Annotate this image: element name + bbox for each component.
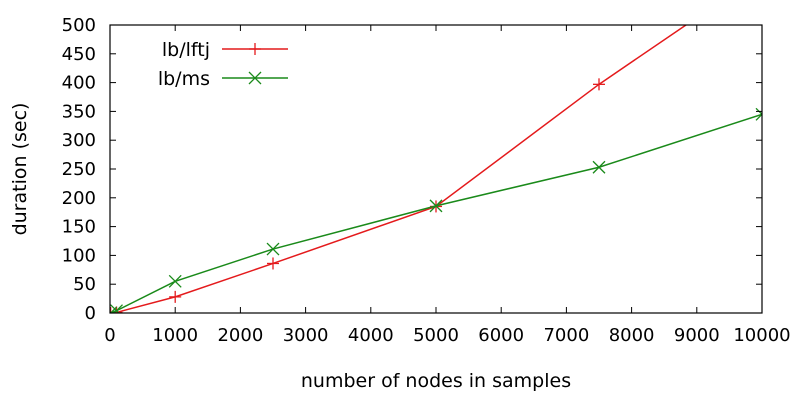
- x-tick-label: 10000: [733, 325, 790, 346]
- x-tick-label: 3000: [283, 325, 329, 346]
- y-axis-title: duration (sec): [9, 103, 31, 236]
- x-tick-label: 4000: [348, 325, 394, 346]
- y-tick-label: 50: [73, 274, 96, 295]
- y-tick-label: 400: [62, 73, 96, 94]
- legend-label: lb/ms: [158, 68, 210, 90]
- data-point: [110, 304, 123, 313]
- data-point: [755, 107, 762, 121]
- series-line-lb-ms: [110, 113, 762, 313]
- y-tick-label: 450: [62, 44, 96, 65]
- y-tick-label: 150: [62, 217, 96, 238]
- x-axis-title: number of nodes in samples: [301, 370, 571, 392]
- data-point: [168, 274, 182, 288]
- legend-marker: [249, 43, 261, 55]
- x-tick-label: 5000: [413, 325, 459, 346]
- y-tick-label: 100: [62, 245, 96, 266]
- ticks-layer: 0 1000 2000 3000 4000 5000 6000 7000 8000 9000 100…: [62, 15, 791, 346]
- data-point: [266, 242, 280, 256]
- data-point: [592, 160, 606, 174]
- data-point: [429, 199, 443, 213]
- data-point: [169, 290, 182, 303]
- x-tick-label: 7000: [543, 325, 589, 346]
- y-tick-label: 300: [62, 130, 96, 151]
- legend-label: lb/lftj: [162, 39, 210, 61]
- x-tick-label: 2000: [217, 325, 263, 346]
- x-tick-label: 0: [104, 325, 115, 346]
- x-tick-label: 1000: [152, 325, 198, 346]
- y-tick-label: 250: [62, 159, 96, 180]
- y-tick-label: 200: [62, 188, 96, 209]
- y-tick-label: 500: [62, 15, 96, 36]
- data-point: [593, 78, 605, 91]
- y-tick-label: 0: [85, 303, 96, 324]
- data-point: [110, 307, 117, 313]
- x-tick-label: 6000: [478, 325, 524, 346]
- data-point: [267, 257, 279, 270]
- y-tick-label: 350: [62, 101, 96, 122]
- legend-marker: [248, 71, 262, 85]
- legend: lb/lftj lb/ms: [158, 39, 288, 90]
- x-tick-label: 8000: [609, 325, 655, 346]
- x-tick-label: 9000: [674, 325, 720, 346]
